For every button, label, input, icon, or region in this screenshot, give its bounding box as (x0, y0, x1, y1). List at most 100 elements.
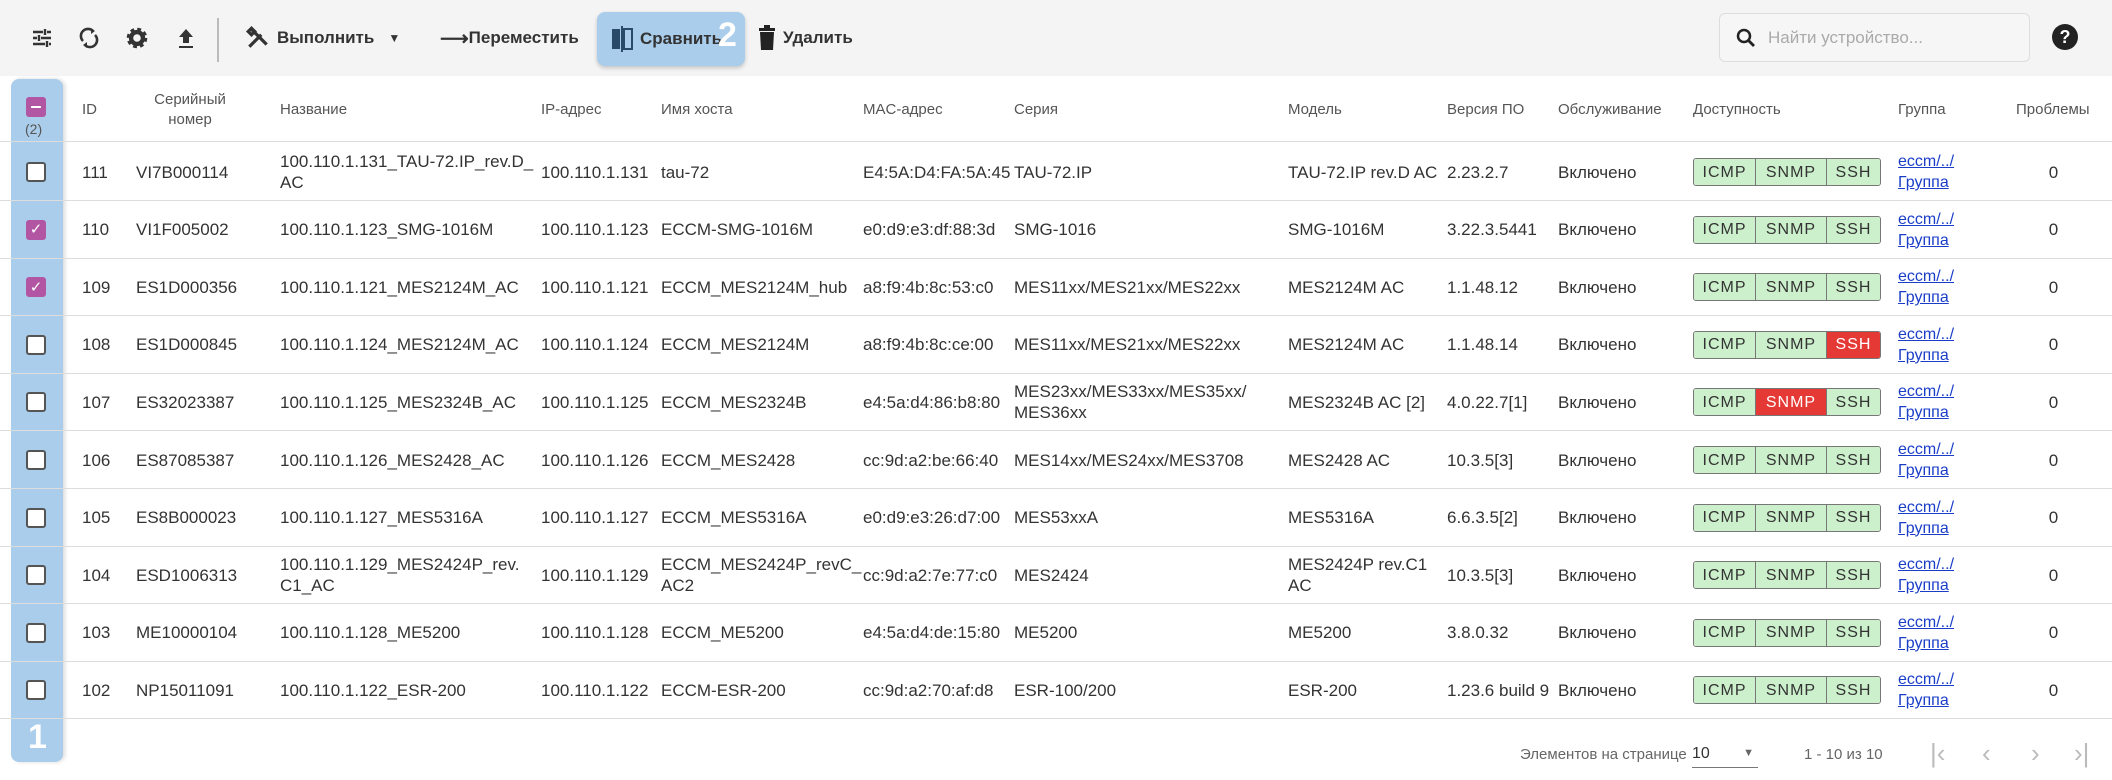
cell-host: tau-72 (661, 162, 710, 182)
cell-mac: a8:f9:4b:8c:ce:00 (863, 335, 994, 355)
gear-icon[interactable] (124, 22, 150, 54)
cell-model: MES2428 AC (1288, 450, 1391, 470)
row-checkbox[interactable] (26, 334, 46, 355)
col-model[interactable]: Модель (1288, 101, 1342, 118)
group-link[interactable]: eccm/../ Группа (1898, 613, 1955, 652)
move-button[interactable]: ⟶ Переместить (440, 22, 579, 54)
row-checkbox[interactable]: ✓ (26, 219, 46, 240)
cell-id: 108 (82, 335, 111, 355)
row-checkbox[interactable] (26, 680, 46, 701)
delete-button[interactable]: Удалить (757, 22, 853, 54)
run-button[interactable]: Выполнить ▼ (245, 22, 400, 54)
cell-mac: e0:d9:e3:26:d7:00 (863, 508, 1001, 528)
cell-access: ICMP SNMP SSH (1693, 316, 1881, 374)
cell-serial: ES32023387 (136, 392, 235, 412)
col-service[interactable]: Обслуживание (1558, 101, 1662, 118)
table-row[interactable]: 102 NP15011091 100.110.1.122_ESR-200 100.11… (0, 661, 2112, 720)
col-ip[interactable]: IP-адрес (541, 101, 602, 118)
col-version[interactable]: Версия ПО (1447, 101, 1525, 118)
row-checkbox[interactable] (26, 565, 46, 586)
group-link[interactable]: eccm/../ Группа (1898, 153, 1955, 191)
col-access[interactable]: Доступность (1693, 101, 1781, 118)
col-problems[interactable]: Проблемы (2016, 101, 2090, 118)
row-checkbox[interactable] (26, 622, 46, 643)
last-page-icon[interactable]: ›| (2074, 738, 2090, 768)
cell-ip: 100.110.1.131 (541, 162, 649, 182)
cell-series: MES23xx/MES33xx/MES35xx/ MES36xx (1014, 382, 1247, 423)
cell-id: 111 (82, 162, 108, 182)
cell-version: 2.23.2.7 (1447, 162, 1509, 182)
cell-access: ICMP SNMP SSH (1693, 258, 1881, 316)
per-page-select[interactable]: 10 ▼ (1692, 740, 1758, 768)
upload-icon[interactable] (174, 22, 198, 54)
compare-button-content[interactable]: Сравнить (610, 23, 722, 55)
table-row[interactable]: 107 ES32023387 100.110.1.125_MES2324B_AC 10… (0, 373, 2112, 432)
group-link[interactable]: eccm/../ Группа (1898, 325, 1955, 364)
access-badge: ICMP SNMP SSH (1693, 158, 1881, 186)
table-row[interactable]: 105 ES8B000023 100.110.1.127_MES5316A 100.1… (0, 489, 2112, 547)
group-link[interactable]: eccm/../ Группа (1898, 383, 1955, 422)
col-group[interactable]: Группа (1898, 101, 1946, 118)
compare-label: Сравнить (640, 29, 723, 48)
access-icmp: ICMP (1694, 562, 1756, 589)
row-checkbox[interactable] (26, 507, 46, 528)
row-checkbox[interactable] (26, 450, 46, 470)
help-icon[interactable]: ? (2052, 24, 2078, 50)
access-ssh: SSH (1827, 159, 1880, 185)
cell-model: ME5200 (1288, 623, 1352, 643)
col-serial[interactable]: Серийный номер (154, 91, 226, 128)
row-checkbox[interactable] (26, 392, 46, 413)
cell-access: ICMP SNMP SSH (1693, 143, 1881, 201)
cell-model: MES2424P rev.C1 AC (1288, 555, 1428, 596)
access-icmp: ICMP (1694, 159, 1756, 185)
col-series[interactable]: Серия (1014, 101, 1059, 118)
group-link[interactable]: eccm/../ Группа (1898, 556, 1955, 595)
next-page-icon[interactable]: › (2031, 738, 2040, 768)
prev-page-icon[interactable]: ‹ (1982, 738, 1991, 768)
table-row[interactable]: 108 ES1D000845 100.110.1.124_MES2124M_AC 10… (0, 316, 2112, 374)
cell-host: ECCM-SMG-1016M (661, 220, 814, 240)
select-all-checkbox[interactable] (26, 97, 46, 117)
cell-name: 100.110.1.126_MES2428_AC (280, 450, 505, 470)
group-link[interactable]: eccm/../ Группа (1898, 441, 1955, 479)
cell-model: MES5316A (1288, 508, 1374, 528)
access-ssh: SSH (1827, 274, 1880, 301)
group-link[interactable]: eccm/../ Группа (1898, 498, 1955, 537)
group-link[interactable]: eccm/../ Группа (1898, 210, 1955, 249)
cell-mac: e4:5a:d4:de:15:80 (863, 623, 1001, 643)
cell-access: ICMP SNMP SSH (1693, 373, 1881, 431)
search-input[interactable] (1768, 27, 2008, 48)
first-page-icon[interactable]: |‹ (1930, 738, 1946, 768)
cell-name: 100.110.1.131_TAU-72.IP_rev.D_ AC (280, 152, 534, 192)
col-host[interactable]: Имя хоста (661, 101, 733, 118)
col-id[interactable]: ID (82, 101, 97, 118)
cell-ip: 100.110.1.128 (541, 623, 649, 643)
trash-icon (757, 25, 777, 51)
group-link[interactable]: eccm/../ Группа (1898, 671, 1955, 710)
cell-name: 100.110.1.122_ESR-200 (280, 680, 466, 700)
cell-serial: NP15011091 (136, 680, 234, 700)
cell-id: 103 (82, 623, 111, 643)
col-name[interactable]: Название (280, 101, 348, 118)
table-row[interactable]: 104 ESD1006313 100.110.1.129_MES2424P_rev.… (0, 546, 2112, 605)
col-mac[interactable]: MAC-адрес (863, 101, 943, 118)
cell-ip: 100.110.1.129 (541, 565, 649, 585)
access-badge: ICMP SNMP SSH (1693, 561, 1881, 590)
cell-serial: ES87085387 (136, 450, 235, 470)
row-checkbox[interactable]: ✓ (26, 277, 46, 298)
table-row[interactable]: 106 ES87085387 100.110.1.126_MES2428_AC 100… (0, 431, 2112, 489)
group-link[interactable]: eccm/../ Группа (1898, 268, 1955, 307)
table-row[interactable]: 103 ME10000104 100.110.1.128_ME5200 100.110… (0, 604, 2112, 662)
search-box[interactable] (1719, 13, 2030, 62)
access-ssh: SSH (1827, 677, 1880, 704)
access-icmp: ICMP (1694, 504, 1756, 531)
table-row[interactable]: 111 VI7B000114 100.110.1.131_TAU-72.IP_rev… (0, 143, 2112, 201)
table-row[interactable]: ✓ 110 VI1F005002 100.110.1.123_SMG-1016M 100… (0, 201, 2112, 259)
cell-name: 100.110.1.127_MES5316A (280, 508, 483, 528)
cell-model: MES2124M AC (1288, 277, 1405, 297)
row-checkbox[interactable] (26, 162, 46, 182)
refresh-icon[interactable] (77, 22, 101, 54)
filter-settings-icon[interactable] (30, 22, 54, 54)
table-row[interactable]: ✓ 109 ES1D000356 100.110.1.121_MES2124M_AC 1… (0, 258, 2112, 317)
cell-mac: cc:9d:a2:70:af:d8 (863, 680, 994, 700)
